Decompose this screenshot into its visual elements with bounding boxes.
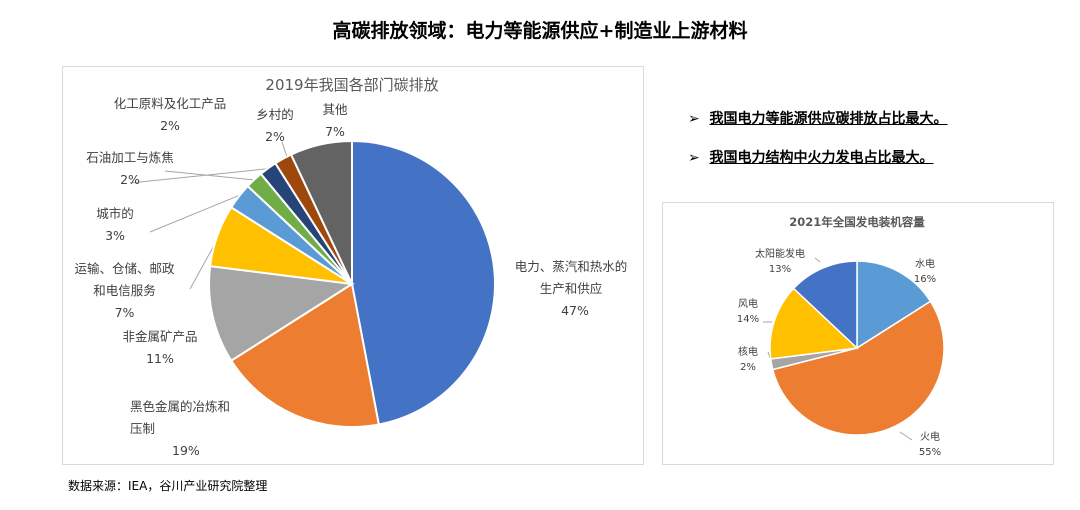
pie-slice (208, 264, 355, 363)
bullet-item: ➢ 我国电力等能源供应碳排放占比最大。 (688, 111, 948, 127)
chart-title-emissions: 2019年我国各部门碳排放 (265, 76, 439, 94)
data-label: 火电 55% (918, 432, 942, 458)
pie-slice (351, 139, 496, 426)
data-label: 化工原料及化工产品 2% (113, 96, 227, 133)
data-label: 乡村的 2% (256, 107, 294, 144)
leader-line (767, 351, 771, 359)
page-title: 高碳排放领域：电力等能源供应+制造业上游材料 (332, 20, 748, 42)
leader-line (129, 167, 276, 184)
data-label: 风电 14% (736, 299, 760, 325)
leader-line (814, 257, 821, 263)
data-label: 运输、仓储、邮政和电信服务 7% (74, 261, 175, 320)
data-label: 其他 7% (322, 102, 348, 139)
chart-frame-capacity (662, 202, 1054, 465)
leader-line (164, 170, 256, 181)
pie-slice (289, 139, 353, 285)
pie-slice (769, 287, 859, 360)
pie-slice (792, 260, 858, 350)
pie-slice (229, 282, 380, 428)
bullet-item: ➢ 我国电力结构中火力发电占比最大。 (688, 150, 934, 166)
arrow-right-icon: ➢ (688, 150, 700, 166)
chart-title-capacity: 2021年全国发电装机容量 (789, 215, 925, 229)
data-label: 城市的 3% (96, 206, 134, 243)
arrow-right-icon: ➢ (688, 111, 700, 127)
data-label: 水电 16% (913, 259, 937, 285)
data-label: 太阳能发电 13% (755, 249, 805, 275)
data-label: 黑色金属的冶炼和压制 19% (130, 399, 231, 458)
source-note: 数据来源：IEA，谷川产业研究院整理 (68, 479, 268, 493)
pie-slice (856, 260, 932, 350)
data-label: 非金属矿产品 11% (122, 329, 198, 366)
data-label: 核电 2% (738, 347, 758, 373)
data-label: 石油加工与炼焦 2% (86, 150, 174, 187)
data-label: 电力、蒸汽和热水的生产和供应 47% (514, 259, 628, 318)
leader-line (899, 431, 913, 441)
pie-slice (771, 300, 945, 436)
chart-frame-emissions (62, 66, 644, 465)
